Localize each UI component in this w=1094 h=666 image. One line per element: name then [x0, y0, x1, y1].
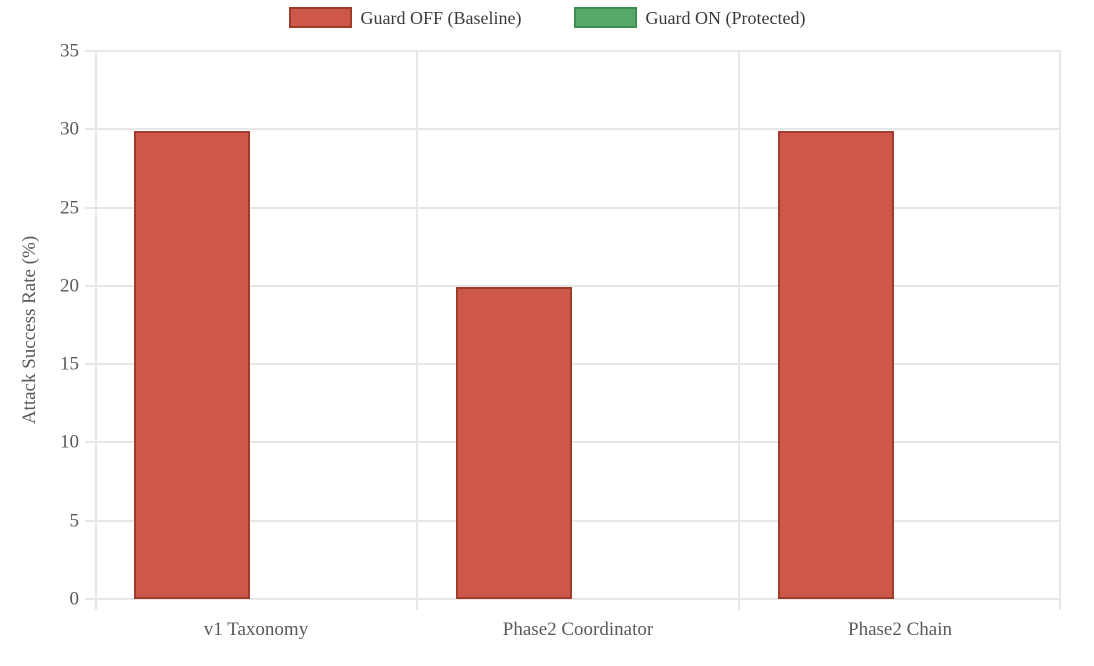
h-gridline-0 [95, 598, 1061, 600]
y-tick-label-25: 25 [60, 197, 79, 219]
y-tick-label-30: 30 [60, 118, 79, 140]
h-gridline-10 [95, 441, 1061, 444]
legend-swatch-green [573, 7, 637, 28]
x-tick-mark-0 [95, 599, 97, 610]
bar-guard-off-baseline-phase2-chain[interactable] [777, 130, 894, 599]
y-tick-mark-35 [85, 50, 95, 52]
y-tick-label-15: 15 [60, 353, 79, 375]
x-tick-label-v1-taxonomy: v1 Taxonomy [203, 619, 309, 640]
y-tick-label-5: 5 [69, 510, 80, 532]
legend-swatch-red [288, 7, 352, 28]
y-tick-mark-15 [85, 363, 95, 366]
h-gridline-20 [95, 284, 1061, 287]
v-gridline-1 [416, 51, 418, 599]
y-tick-mark-10 [85, 441, 95, 444]
y-axis-tick-labels: 0 5 10 15 20 25 30 35 [0, 42, 80, 609]
h-gridline-35 [95, 50, 1061, 52]
x-axis-tick-labels: v1 Taxonomy Phase2 Coordinator Phase2 Ch… [95, 619, 1061, 641]
x-tick-mark-2 [738, 599, 740, 610]
chart-legend: Guard OFF (Baseline) Guard ON (Protected… [0, 7, 1094, 28]
y-tick-mark-0 [85, 598, 95, 600]
x-tick-label-phase2-coordinator: Phase2 Coordinator [502, 619, 654, 640]
legend-label-guard-off: Guard OFF (Baseline) [360, 8, 522, 28]
v-gridline-2 [738, 51, 740, 599]
v-gridline-0 [95, 51, 97, 599]
y-tick-label-35: 35 [60, 40, 79, 62]
x-tick-mark-1 [416, 599, 418, 610]
x-tick-label-phase2-chain: Phase2 Chain [848, 619, 952, 640]
y-tick-mark-20 [85, 284, 95, 287]
h-gridline-5 [95, 519, 1061, 522]
bar-guard-off-baseline-phase2-coordinator[interactable] [455, 287, 572, 599]
y-tick-mark-25 [85, 206, 95, 209]
y-tick-mark-30 [85, 128, 95, 131]
plot-area [85, 50, 1061, 610]
legend-item-guard-on[interactable]: Guard ON (Protected) [573, 7, 806, 28]
y-tick-label-0: 0 [69, 588, 80, 610]
y-tick-label-10: 10 [60, 431, 79, 453]
legend-item-guard-off[interactable]: Guard OFF (Baseline) [288, 7, 522, 28]
x-tick-mark-3 [1059, 599, 1061, 610]
legend-label-guard-on: Guard ON (Protected) [645, 8, 806, 28]
y-tick-label-20: 20 [60, 275, 79, 297]
y-tick-mark-5 [85, 519, 95, 522]
h-gridline-15 [95, 363, 1061, 366]
h-gridline-25 [95, 206, 1061, 209]
h-gridline-30 [95, 128, 1061, 131]
bar-guard-off-baseline-v1-taxonomy[interactable] [133, 130, 250, 599]
v-gridline-3 [1059, 51, 1061, 599]
